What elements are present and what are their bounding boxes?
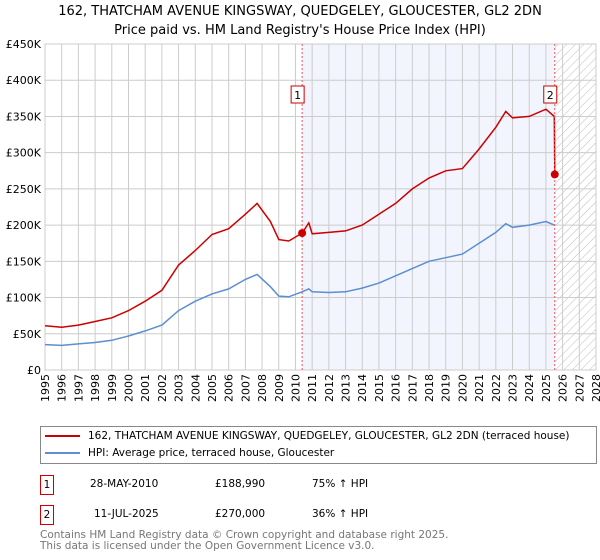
y-tick-label: £0 [27,364,41,377]
x-tick-label: 2008 [256,374,269,402]
sale-marker-box [290,85,305,104]
shaded-region [302,44,555,370]
x-tick-label: 2004 [189,374,202,402]
y-tick-label: £200K [6,219,42,232]
x-tick-label: 2027 [573,374,586,402]
y-tick-label: £150K [6,255,42,268]
y-tick-label: £350K [6,110,42,123]
y-tick-label: £250K [6,183,42,196]
x-tick-label: 2018 [423,374,436,402]
x-tick-label: 1997 [72,374,85,402]
x-tick-label: 2016 [390,374,403,402]
x-tick-label: 2003 [173,374,186,402]
x-tick-label: 2006 [223,374,236,402]
y-tick-label: £450K [6,38,42,51]
sale-price: £270,000 [215,508,266,520]
y-tick-label: £50K [13,328,42,341]
footer-line-1: Contains HM Land Registry data © Crown c… [40,529,449,541]
y-tick-label: £100K [6,292,42,305]
hpi-line [44,220,555,347]
legend-red-swatch [45,434,80,437]
x-tick-label: 2028 [590,374,600,402]
x-tick-label: 2014 [356,374,369,402]
x-tick-label: 1995 [39,374,52,402]
x-tick-label: 2002 [156,374,169,402]
legend-blue-swatch [45,451,80,454]
sale-date: 11-JUL-2025 [94,508,159,520]
x-tick-label: 2012 [323,374,336,402]
y-tick-label: £400K [6,74,42,87]
sale-hpi: 75% ↑ HPI [312,478,369,490]
subtitle-line: Price paid vs. HM Land Registry's House … [114,23,486,38]
x-tick-label: 2001 [139,374,152,402]
x-tick-label: 2022 [490,374,503,402]
sale-marker-box [543,85,558,104]
sale-marker-label: 2 [547,89,554,102]
x-tick-label: 2011 [306,374,319,402]
x-tick-label: 1998 [89,374,102,402]
sale-point [298,229,307,238]
sale-marker: 2 [40,505,54,525]
sale-date: 28-MAY-2010 [90,478,159,490]
plot-frame [44,43,597,371]
legend-property: 162, THATCHAM AVENUE KINGSWAY, QUEDGELEY… [88,429,570,442]
x-tick-label: 2017 [406,374,419,402]
x-tick-label: 2024 [523,374,536,402]
x-tick-label: 2013 [340,374,353,402]
forecast-hatch [554,44,596,370]
sale-hpi: 36% ↑ HPI [312,508,369,520]
x-tick-label: 2025 [540,374,553,402]
sale-row-2: 2 11-JUL-2025 £270,000 36% ↑ HPI [40,505,440,525]
x-tick-label: 1999 [106,374,119,402]
sale-marker: 1 [40,475,54,495]
x-tick-label: 2020 [456,374,469,402]
sale-price: £188,990 [215,478,266,490]
footer: Contains HM Land Registry data © Crown c… [40,530,448,552]
x-tick-label: 2010 [289,374,302,402]
title-line: 162, THATCHAM AVENUE KINGSWAY, QUEDGELEY… [58,4,542,19]
y-tick-label: £300K [6,147,42,160]
sale-marker-label: 1 [294,89,301,102]
footer-line-2: This data is licensed under the Open Gov… [40,540,375,552]
x-tick-label: 2000 [122,374,135,402]
x-tick-label: 2019 [440,374,453,402]
x-tick-label: 2023 [507,374,520,402]
x-tick-label: 2005 [206,374,219,402]
x-tick-label: 2026 [557,374,570,402]
legend-hpi: HPI: Average price, terraced house, Glou… [88,446,335,459]
sale-point [550,170,559,179]
sale-row-1: 1 28-MAY-2010 £188,990 75% ↑ HPI [40,475,440,495]
property-line [44,108,556,329]
x-tick-label: 2021 [473,374,486,402]
x-tick-label: 2007 [239,374,252,402]
chart-title: 162, THATCHAM AVENUE KINGSWAY, QUEDGELEY… [0,2,600,40]
x-tick-label: 2015 [373,374,386,402]
x-tick-label: 1996 [56,374,69,402]
x-tick-label: 2009 [273,374,286,402]
chart-legend: 162, THATCHAM AVENUE KINGSWAY, QUEDGELEY… [40,426,597,464]
